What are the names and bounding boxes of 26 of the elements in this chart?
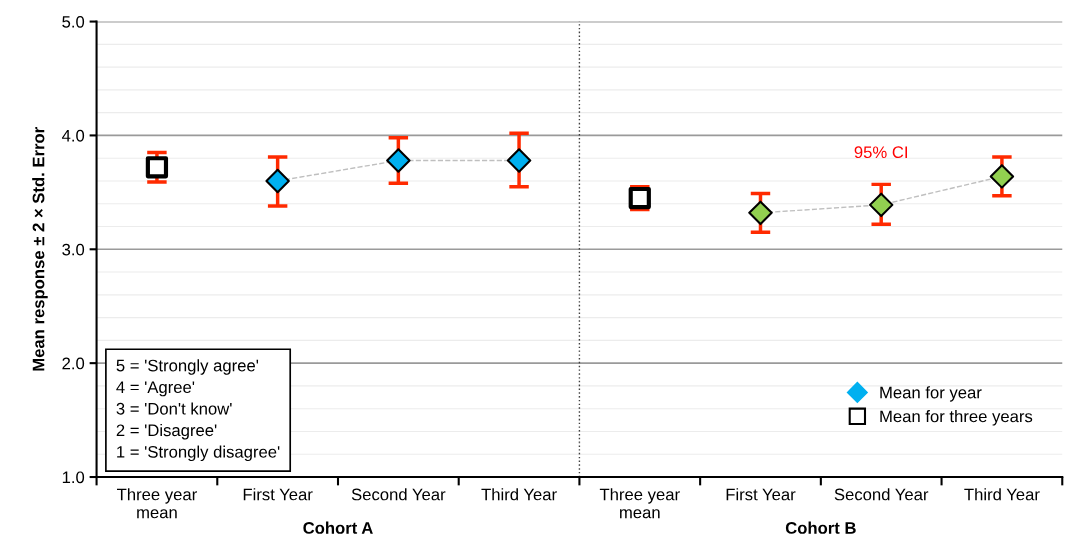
x-tick-label: Second Year	[834, 488, 929, 501]
x-tick-label: First Year	[726, 488, 796, 501]
x-tick-label: Third Year	[964, 488, 1040, 501]
y-tick-label: 3.0	[62, 243, 85, 256]
x-tick-label: Three year mean	[117, 488, 197, 519]
point	[748, 200, 773, 226]
x-tick-label: First Year	[243, 488, 313, 501]
x-tick-label: Third Year	[481, 488, 557, 501]
legend-label: Mean for three years	[880, 410, 1033, 426]
text: Cohort B	[785, 521, 856, 534]
point	[868, 192, 894, 218]
point	[506, 148, 532, 173]
text: Cohort A	[303, 521, 373, 534]
annotation: 95% CI	[854, 146, 907, 159]
annotation: 5 = 'Strongly agree' 4 = 'Agree' 3 = 'Don't know' 2 = 'Disagree' 1 = 'Strongly disagree'	[116, 359, 280, 462]
point	[265, 168, 290, 194]
point	[989, 164, 1015, 189]
x-tick-label: Second Year	[351, 488, 446, 501]
point	[386, 148, 411, 173]
legend-label: Mean for year	[880, 386, 982, 402]
y-tick-label: 5.0	[62, 15, 85, 28]
x-tick-label: Three year mean	[599, 488, 680, 519]
y-tick-label: 4.0	[61, 129, 85, 142]
y-tick-label: 2.0	[62, 357, 85, 370]
y-axis-title: Mean response ± 2 × Std. Error	[32, 127, 48, 371]
y-tick-label: 1.0	[62, 471, 85, 484]
